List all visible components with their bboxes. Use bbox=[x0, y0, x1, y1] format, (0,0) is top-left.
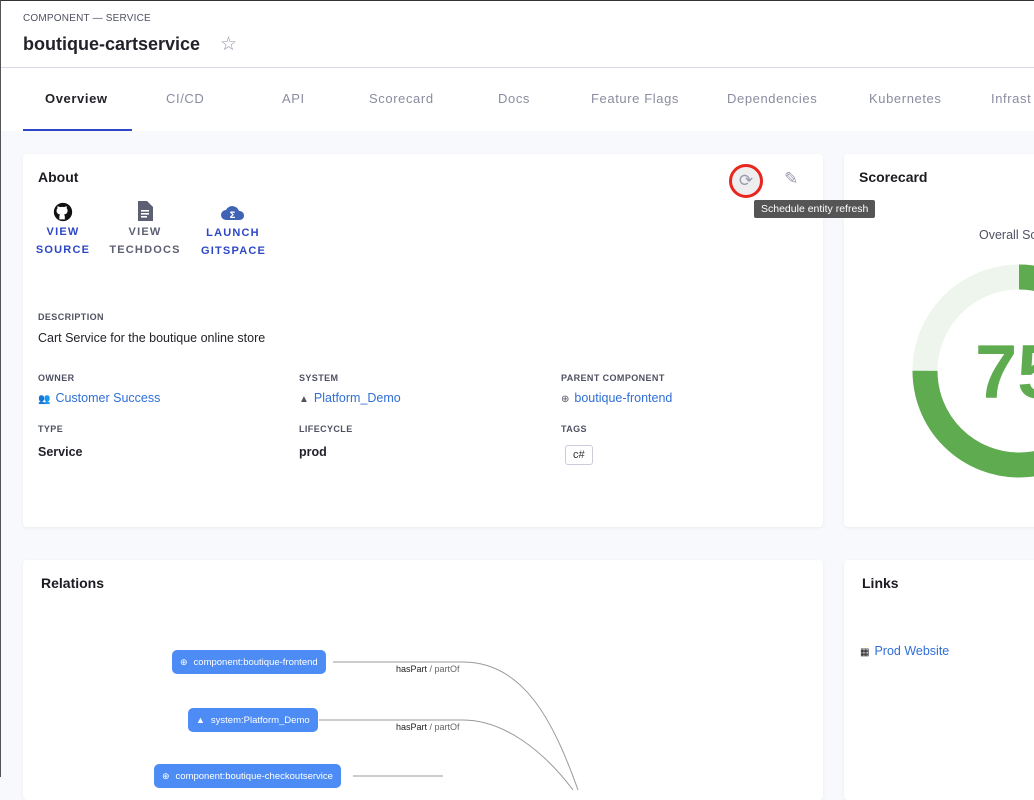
page-header: COMPONENT — SERVICE boutique-cartservice… bbox=[1, 1, 1034, 68]
page-title: boutique-cartservice bbox=[23, 34, 201, 54]
refresh-tooltip: Schedule entity refresh bbox=[754, 200, 876, 218]
node-label: system:Platform_Demo bbox=[210, 715, 310, 726]
action-label: VIEW bbox=[46, 226, 80, 238]
system-link[interactable]: ▲ Platform_Demo bbox=[299, 391, 401, 405]
type-value: Service bbox=[38, 445, 83, 459]
action-label: GITSPACE bbox=[201, 245, 267, 257]
system-value: Platform_Demo bbox=[313, 391, 401, 405]
donut-score-arc bbox=[912, 264, 1034, 478]
edit-button[interactable]: ✎ bbox=[784, 169, 798, 189]
github-icon bbox=[35, 201, 91, 223]
document-icon bbox=[107, 201, 183, 223]
component-icon: ⊕ bbox=[162, 771, 170, 781]
edge-rel: hasPart bbox=[396, 722, 428, 732]
active-tab-indicator bbox=[23, 129, 132, 131]
parent-component-label: PARENT COMPONENT bbox=[561, 373, 665, 383]
relation-edges bbox=[319, 661, 579, 791]
dashboard-icon: ▦ bbox=[860, 647, 870, 658]
action-label: VIEW bbox=[128, 226, 162, 238]
edge-sep: / bbox=[427, 722, 435, 732]
relation-node[interactable]: ⊕ component:boutique-checkoutservice bbox=[154, 764, 341, 788]
tab-bar: Overview CI/CD API Scorecard Docs Featur… bbox=[1, 68, 1034, 131]
description-value: Cart Service for the boutique online sto… bbox=[38, 331, 266, 345]
tab-api[interactable]: API bbox=[282, 91, 305, 106]
edge-label: hasPart / partOf bbox=[396, 664, 460, 674]
view-techdocs-button[interactable]: VIEW TECHDOCS bbox=[107, 201, 183, 259]
refresh-button[interactable]: ⟳ bbox=[729, 164, 763, 198]
action-label: LAUNCH bbox=[206, 227, 260, 239]
group-icon: 👥 bbox=[38, 394, 51, 405]
tab-overview[interactable]: Overview bbox=[45, 91, 108, 106]
tab-scorecard[interactable]: Scorecard bbox=[369, 91, 434, 106]
links-title: Links bbox=[862, 575, 899, 591]
view-source-button[interactable]: VIEW SOURCE bbox=[35, 201, 91, 259]
relations-card: Relations ⊕ component:boutique-frontend ▲… bbox=[23, 560, 823, 800]
component-icon: ⊕ bbox=[180, 657, 188, 667]
scorecard-card: Scorecard Overall Sc 75 bbox=[844, 154, 1034, 527]
edge-sep: / bbox=[427, 664, 435, 674]
tab-dependencies[interactable]: Dependencies bbox=[727, 91, 818, 106]
tab-infrastructure[interactable]: Infrast bbox=[991, 91, 1032, 106]
relations-title: Relations bbox=[41, 575, 105, 591]
launch-gitspace-button[interactable]: Σ LAUNCH GITSPACE bbox=[201, 202, 265, 260]
system-label: SYSTEM bbox=[299, 373, 339, 383]
tab-feature-flags[interactable]: Feature Flags bbox=[591, 91, 680, 106]
score-value: 75 bbox=[975, 330, 1034, 415]
tab-docs[interactable]: Docs bbox=[498, 91, 531, 106]
overall-score-label: Overall Sc bbox=[979, 228, 1034, 242]
action-label: SOURCE bbox=[35, 244, 91, 256]
tag-chip[interactable]: c# bbox=[565, 445, 593, 465]
node-label: component:boutique-frontend bbox=[193, 657, 318, 668]
relation-edge bbox=[333, 661, 579, 791]
owner-label: OWNER bbox=[38, 373, 75, 383]
score-donut bbox=[912, 264, 1034, 478]
relation-edge bbox=[319, 719, 574, 791]
tab-kubernetes[interactable]: Kubernetes bbox=[869, 91, 942, 106]
edge-label: hasPart / partOf bbox=[396, 722, 460, 732]
cloud-icon: Σ bbox=[201, 202, 265, 224]
owner-link[interactable]: 👥 Customer Success bbox=[38, 391, 160, 405]
system-icon: ▲ bbox=[196, 715, 205, 725]
system-icon: ▲ bbox=[299, 394, 309, 405]
pencil-icon: ✎ bbox=[784, 169, 799, 188]
edge-inverse: partOf bbox=[434, 664, 460, 674]
description-label: DESCRIPTION bbox=[38, 312, 104, 322]
star-outline-icon[interactable]: ☆ bbox=[220, 34, 238, 55]
edge-rel: hasPart bbox=[396, 664, 428, 674]
entity-kind: COMPONENT — SERVICE bbox=[23, 13, 151, 24]
lifecycle-value: prod bbox=[299, 445, 327, 459]
component-icon: ⊕ bbox=[561, 394, 570, 405]
about-card: About VIEW SOURCE VIEW TECHDOCS Σ LAUNCH… bbox=[23, 154, 876, 527]
tab-cicd[interactable]: CI/CD bbox=[166, 91, 205, 106]
refresh-icon: ⟳ bbox=[738, 171, 754, 190]
relation-node[interactable]: ▲ system:Platform_Demo bbox=[188, 708, 318, 732]
links-card: Links ▦ Prod Website bbox=[844, 560, 1034, 800]
tags-label: TAGS bbox=[561, 424, 587, 434]
scorecard-title: Scorecard bbox=[859, 169, 928, 185]
relation-node[interactable]: ⊕ component:boutique-frontend bbox=[172, 650, 326, 674]
link-prod-website[interactable]: ▦ Prod Website bbox=[860, 644, 949, 658]
parent-component-value: boutique-frontend bbox=[574, 391, 673, 405]
about-title: About bbox=[38, 169, 79, 185]
type-label: TYPE bbox=[38, 424, 64, 434]
action-label: TECHDOCS bbox=[109, 244, 181, 256]
parent-component-link[interactable]: ⊕ boutique-frontend bbox=[561, 391, 672, 405]
lifecycle-label: LIFECYCLE bbox=[299, 424, 353, 434]
link-label: Prod Website bbox=[874, 644, 950, 658]
owner-value: Customer Success bbox=[55, 391, 161, 405]
edge-inverse: partOf bbox=[434, 722, 460, 732]
svg-text:Σ: Σ bbox=[229, 211, 236, 221]
